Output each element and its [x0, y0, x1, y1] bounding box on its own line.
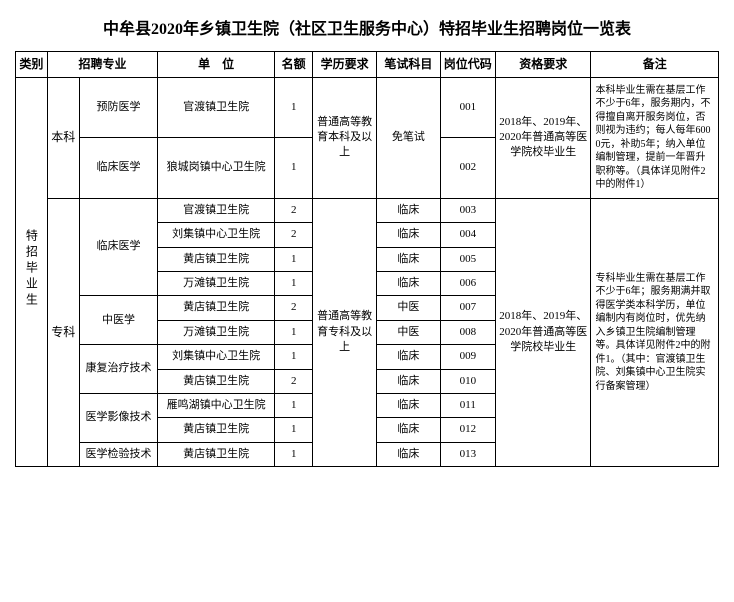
table-row: 专科临床医学官渡镇卫生院2普通高等教育专科及以上临床0032018年、2019年… [16, 198, 719, 222]
qual-cell: 2018年、2019年、2020年普通高等医学院校毕业生 [495, 77, 591, 198]
code-cell: 005 [440, 247, 495, 271]
major-cell: 预防医学 [79, 77, 158, 138]
quota-cell: 1 [275, 345, 313, 369]
unit-cell: 官渡镇卫生院 [158, 77, 275, 138]
exam-cell: 临床 [377, 223, 441, 247]
quota-cell: 1 [275, 247, 313, 271]
exam-cell: 中医 [377, 320, 441, 344]
code-cell: 002 [440, 138, 495, 199]
exam-cell: 临床 [377, 418, 441, 442]
header-exam: 笔试科目 [377, 52, 441, 78]
exam-cell: 免笔试 [377, 77, 441, 198]
code-cell: 009 [440, 345, 495, 369]
major-cell: 中医学 [79, 296, 158, 345]
header-row: 类别 招聘专业 单 位 名额 学历要求 笔试科目 岗位代码 资格要求 备注 [16, 52, 719, 78]
quota-cell: 1 [275, 138, 313, 199]
exam-cell: 临床 [377, 393, 441, 417]
recruitment-table: 类别 招聘专业 单 位 名额 学历要求 笔试科目 岗位代码 资格要求 备注 特招… [15, 51, 719, 467]
code-cell: 012 [440, 418, 495, 442]
quota-cell: 1 [275, 442, 313, 466]
category-cell: 特招毕业生 [16, 77, 48, 466]
code-cell: 008 [440, 320, 495, 344]
unit-cell: 黄店镇卫生院 [158, 296, 275, 320]
quota-cell: 2 [275, 296, 313, 320]
edu-cell: 普通高等教育专科及以上 [313, 198, 377, 466]
quota-cell: 1 [275, 418, 313, 442]
page-title: 中牟县2020年乡镇卫生院（社区卫生服务中心）特招毕业生招聘岗位一览表 [15, 15, 719, 39]
header-code: 岗位代码 [440, 52, 495, 78]
major-cell: 临床医学 [79, 138, 158, 199]
code-cell: 013 [440, 442, 495, 466]
unit-cell: 刘集镇中心卫生院 [158, 223, 275, 247]
exam-cell: 临床 [377, 271, 441, 295]
exam-cell: 中医 [377, 296, 441, 320]
header-edu: 学历要求 [313, 52, 377, 78]
quota-cell: 2 [275, 369, 313, 393]
level-zhuanke: 专科 [47, 198, 79, 466]
unit-cell: 黄店镇卫生院 [158, 442, 275, 466]
exam-cell: 临床 [377, 198, 441, 222]
quota-cell: 1 [275, 393, 313, 417]
code-cell: 006 [440, 271, 495, 295]
exam-cell: 临床 [377, 442, 441, 466]
code-cell: 004 [440, 223, 495, 247]
exam-cell: 临床 [377, 247, 441, 271]
table-row: 特招毕业生本科预防医学官渡镇卫生院1普通高等教育本科及以上免笔试0012018年… [16, 77, 719, 138]
quota-cell: 2 [275, 223, 313, 247]
unit-cell: 黄店镇卫生院 [158, 369, 275, 393]
unit-cell: 官渡镇卫生院 [158, 198, 275, 222]
unit-cell: 雁鸣湖镇中心卫生院 [158, 393, 275, 417]
unit-cell: 狼城岗镇中心卫生院 [158, 138, 275, 199]
exam-cell: 临床 [377, 345, 441, 369]
level-benke: 本科 [47, 77, 79, 198]
header-category: 类别 [16, 52, 48, 78]
header-major: 招聘专业 [47, 52, 157, 78]
header-qual: 资格要求 [495, 52, 591, 78]
unit-cell: 黄店镇卫生院 [158, 247, 275, 271]
exam-cell: 临床 [377, 369, 441, 393]
unit-cell: 黄店镇卫生院 [158, 418, 275, 442]
quota-cell: 1 [275, 320, 313, 344]
code-cell: 011 [440, 393, 495, 417]
unit-cell: 万滩镇卫生院 [158, 320, 275, 344]
header-unit: 单 位 [158, 52, 275, 78]
major-cell: 康复治疗技术 [79, 345, 158, 394]
code-cell: 001 [440, 77, 495, 138]
quota-cell: 1 [275, 77, 313, 138]
header-remarks: 备注 [591, 52, 719, 78]
major-cell: 医学影像技术 [79, 393, 158, 442]
qual-cell: 2018年、2019年、2020年普通高等医学院校毕业生 [495, 198, 591, 466]
code-cell: 010 [440, 369, 495, 393]
unit-cell: 刘集镇中心卫生院 [158, 345, 275, 369]
remarks-cell: 本科毕业生需在基层工作不少于6年，服务期内，不得擅自离开服务岗位，否则视为违约；… [591, 77, 719, 198]
major-cell: 临床医学 [79, 198, 158, 296]
code-cell: 003 [440, 198, 495, 222]
quota-cell: 2 [275, 198, 313, 222]
header-quota: 名额 [275, 52, 313, 78]
unit-cell: 万滩镇卫生院 [158, 271, 275, 295]
code-cell: 007 [440, 296, 495, 320]
edu-cell: 普通高等教育本科及以上 [313, 77, 377, 198]
major-cell: 医学检验技术 [79, 442, 158, 466]
quota-cell: 1 [275, 271, 313, 295]
remarks-cell: 专科毕业生需在基层工作不少于6年；服务期满并取得医学类本科学历，单位编制内有岗位… [591, 198, 719, 466]
